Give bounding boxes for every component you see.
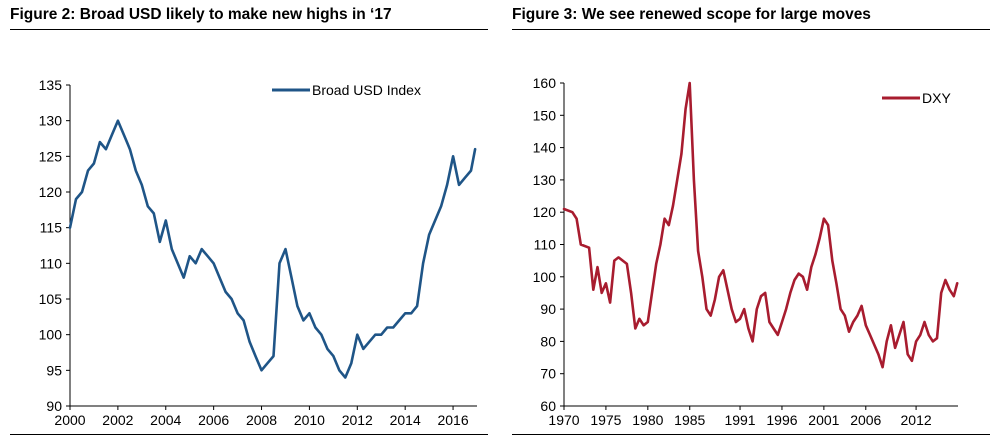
figure-3-y-tick-label: 90 bbox=[540, 301, 556, 317]
figure-3-bottom-rule bbox=[512, 434, 990, 435]
figure-3-y-tick-label: 120 bbox=[533, 204, 557, 220]
figure-3-x-tick-label: 2001 bbox=[808, 412, 839, 428]
dxy-chart: 60 70 80 90 100 110 120 130 140 150 160 1970 1975 198… bbox=[533, 75, 959, 428]
figure-2-x-tick-label: 2002 bbox=[102, 412, 133, 428]
figure-3-x-tick-label: 1991 bbox=[724, 412, 755, 428]
figure-3-series-line bbox=[562, 81, 959, 369]
figure-2-y-tick-label: 95 bbox=[46, 362, 62, 378]
figure-2-y-tick-label: 115 bbox=[40, 220, 63, 236]
figure-2-x-tick-label: 2016 bbox=[437, 412, 468, 428]
figure-2-x-tick-label: 2004 bbox=[150, 412, 181, 428]
figure-3-x-tick-label: 2012 bbox=[901, 412, 932, 428]
figure-3-legend-label: DXY bbox=[922, 90, 951, 106]
figure-2-x-tick-label: 2008 bbox=[246, 412, 277, 428]
figure-3-y-tick-label: 110 bbox=[534, 237, 557, 253]
figure-2-y-tick-label: 135 bbox=[39, 77, 63, 93]
figure-3-x-tick-label: 1985 bbox=[674, 412, 705, 428]
figure-3-x-tick-label: 1996 bbox=[766, 412, 797, 428]
figure-2-y-tick-label: 110 bbox=[40, 255, 63, 271]
figure-2-title-rule bbox=[10, 29, 488, 30]
figure-3-y-tick-label: 80 bbox=[540, 333, 556, 349]
figure-2-x-tick-label: 2010 bbox=[294, 412, 325, 428]
figure-3-y-tick-label: 60 bbox=[540, 398, 556, 414]
figure-2-legend-label: Broad USD Index bbox=[312, 82, 421, 98]
figure-3-panel: Figure 3: We see renewed scope for large… bbox=[512, 0, 990, 441]
figure-3-y-tick-label: 70 bbox=[540, 366, 556, 382]
figure-2-series-line bbox=[68, 119, 477, 379]
figure-2-x-tick-label: 2006 bbox=[198, 412, 229, 428]
figure-3-x-tick-label: 1980 bbox=[632, 412, 663, 428]
figure-2-title: Figure 2: Broad USD likely to make new h… bbox=[10, 6, 392, 23]
figure-3-x-tick-label: 1975 bbox=[590, 412, 621, 428]
figure-2-panel: Figure 2: Broad USD likely to make new h… bbox=[10, 0, 488, 441]
figure-2-bottom-rule bbox=[10, 434, 488, 435]
figure-2-x-tick-label: 2014 bbox=[390, 412, 421, 428]
figure-3-y-tick-label: 130 bbox=[533, 172, 557, 188]
figure-2-y-tick-label: 125 bbox=[39, 148, 63, 164]
figure-2-x-tick-label: 2012 bbox=[342, 412, 373, 428]
figure-3-x-tick-label: 1970 bbox=[548, 412, 579, 428]
figure-2-y-tick-label: 100 bbox=[39, 327, 63, 343]
figure-3-y-tick-label: 140 bbox=[533, 140, 557, 156]
figure-2-x-tick-label: 2000 bbox=[54, 412, 85, 428]
broad-usd-index-chart: 90 95 100 105 110 115 120 125 130 135 2000 2002 2004… bbox=[39, 77, 477, 428]
figure-2-y-tick-label: 120 bbox=[39, 184, 63, 200]
figure-2-y-tick-label: 130 bbox=[39, 113, 63, 129]
figure-3-title: Figure 3: We see renewed scope for large… bbox=[512, 6, 871, 23]
figure-3-title-rule bbox=[512, 29, 990, 30]
figure-2-y-tick-label: 90 bbox=[46, 398, 62, 414]
figure-3-y-tick-label: 100 bbox=[533, 269, 557, 285]
figure-3-y-tick-label: 160 bbox=[533, 75, 557, 91]
figure-3-y-tick-label: 150 bbox=[533, 107, 557, 123]
figure-2-y-tick-label: 105 bbox=[39, 291, 63, 307]
figure-3-x-tick-label: 2006 bbox=[850, 412, 881, 428]
